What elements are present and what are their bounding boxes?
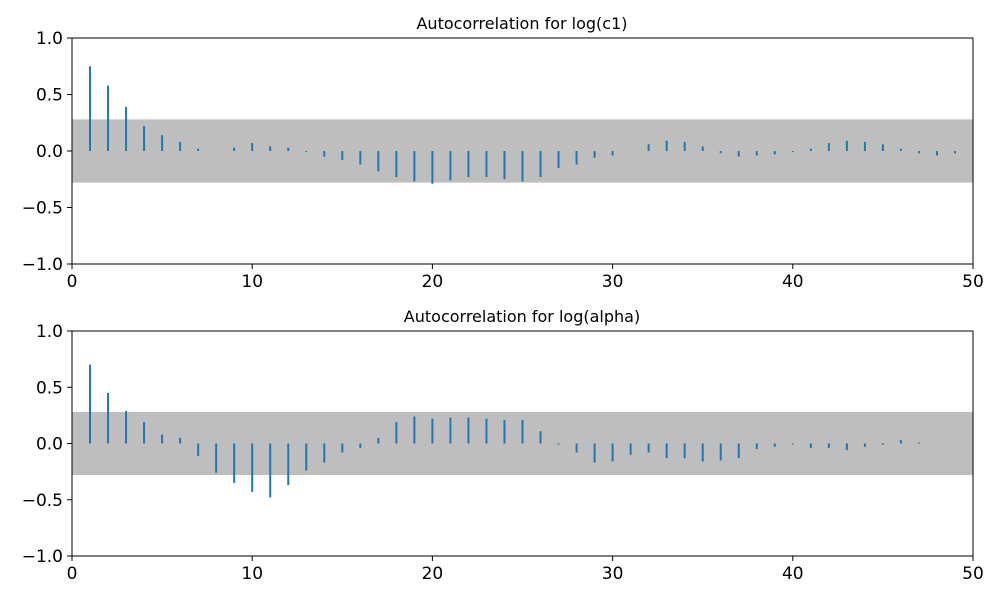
- x-tick-label: 10: [241, 272, 263, 292]
- x-tick-label: 50: [962, 564, 984, 584]
- y-tick-label: −1.0: [22, 255, 63, 275]
- x-tick-label: 0: [67, 564, 78, 584]
- x-tick-label: 20: [422, 272, 444, 292]
- x-tick-label: 30: [602, 272, 624, 292]
- y-tick-label: 0.0: [36, 142, 63, 162]
- x-tick-label: 50: [962, 272, 984, 292]
- x-tick-label: 30: [602, 564, 624, 584]
- y-tick-label: 0.0: [36, 435, 63, 455]
- y-tick-label: 0.5: [36, 378, 63, 398]
- x-tick-label: 10: [241, 564, 263, 584]
- y-tick-label: 1.0: [36, 322, 63, 342]
- x-tick-label: 40: [782, 564, 804, 584]
- chart-title: Autocorrelation for log(c1): [416, 14, 627, 33]
- y-tick-label: 1.0: [36, 29, 63, 49]
- x-tick-label: 0: [67, 272, 78, 292]
- x-tick-label: 20: [422, 564, 444, 584]
- chart-title: Autocorrelation for log(alpha): [404, 307, 640, 326]
- y-tick-label: −1.0: [22, 547, 63, 567]
- acf-panel-log-alpha: Autocorrelation for log(alpha) 0 10 20 30 40…: [22, 307, 984, 584]
- y-tick-label: 0.5: [36, 86, 63, 106]
- acf-panel-log-c1: Autocorrelation for log(c1) 0 10 20 30 40 50 1…: [22, 14, 984, 292]
- y-tick-label: −0.5: [22, 491, 63, 511]
- y-tick-label: −0.5: [22, 199, 63, 219]
- x-tick-label: 40: [782, 272, 804, 292]
